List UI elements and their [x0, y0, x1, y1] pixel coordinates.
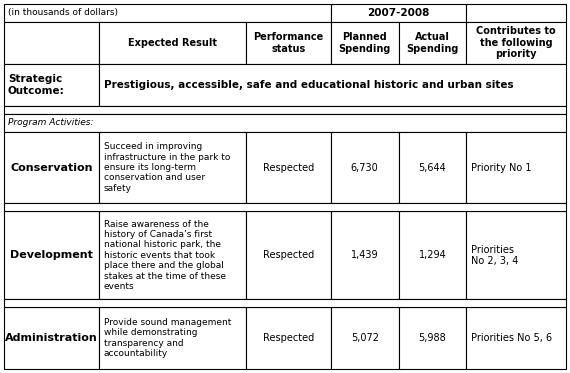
Bar	[331, 211, 398, 299]
Text: Planned
Spending: Planned Spending	[339, 32, 391, 54]
Text: (in thousands of dollars): (in thousands of dollars)	[8, 9, 118, 18]
Bar	[4, 106, 566, 114]
Bar	[4, 299, 566, 307]
Bar	[4, 132, 99, 203]
Text: Conservation: Conservation	[10, 163, 92, 173]
Bar	[4, 4, 331, 22]
Bar	[99, 307, 246, 369]
Text: Expected Result: Expected Result	[128, 38, 217, 48]
Text: 1,439: 1,439	[351, 250, 378, 260]
Bar	[99, 132, 246, 203]
Text: Respected: Respected	[263, 333, 314, 343]
Text: Actual
Spending: Actual Spending	[406, 32, 459, 54]
Bar	[246, 307, 331, 369]
Bar	[398, 211, 466, 299]
Text: 1,294: 1,294	[418, 250, 446, 260]
Bar	[99, 22, 246, 64]
Text: Strategic
Outcome:: Strategic Outcome:	[8, 74, 65, 95]
Text: 2007-2008: 2007-2008	[368, 8, 430, 18]
Text: Administration: Administration	[5, 333, 97, 343]
Bar	[398, 132, 466, 203]
Bar	[246, 132, 331, 203]
Bar	[466, 211, 566, 299]
Text: Performance
status: Performance status	[253, 32, 324, 54]
Text: Succeed in improving
infrastructure in the park to
ensure its long-term
conserva: Succeed in improving infrastructure in t…	[104, 142, 230, 193]
Text: Priority No 1: Priority No 1	[471, 163, 532, 173]
Text: 5,072: 5,072	[351, 333, 378, 343]
Bar	[4, 114, 566, 132]
Text: 5,644: 5,644	[418, 163, 446, 173]
Bar	[246, 211, 331, 299]
Text: Contributes to
the following
priority: Contributes to the following priority	[477, 26, 556, 59]
Text: 6,730: 6,730	[351, 163, 378, 173]
Text: Raise awareness of the
history of Canada’s first
national historic park, the
his: Raise awareness of the history of Canada…	[104, 220, 226, 291]
Bar	[331, 307, 398, 369]
Bar	[398, 307, 466, 369]
Bar	[466, 22, 566, 64]
Text: Priorities No 5, 6: Priorities No 5, 6	[471, 333, 552, 343]
Bar	[466, 132, 566, 203]
Text: Respected: Respected	[263, 163, 314, 173]
Bar	[4, 203, 566, 211]
Bar	[4, 22, 99, 64]
Bar	[246, 22, 331, 64]
Bar	[331, 4, 466, 22]
Bar	[4, 307, 99, 369]
Bar	[99, 211, 246, 299]
Bar	[4, 211, 99, 299]
Bar	[4, 64, 99, 106]
Bar	[331, 132, 398, 203]
Bar	[99, 64, 566, 106]
Bar	[466, 307, 566, 369]
Text: Development: Development	[10, 250, 93, 260]
Text: Priorities
No 2, 3, 4: Priorities No 2, 3, 4	[471, 245, 519, 266]
Text: Prestigious, accessible, safe and educational historic and urban sites: Prestigious, accessible, safe and educat…	[104, 80, 514, 90]
Bar	[331, 22, 398, 64]
Bar	[466, 4, 566, 22]
Text: Provide sound management
while demonstrating
transparency and
accountability: Provide sound management while demonstra…	[104, 318, 231, 358]
Text: Program Activities:: Program Activities:	[8, 118, 93, 127]
Text: Respected: Respected	[263, 250, 314, 260]
Text: 5,988: 5,988	[418, 333, 446, 343]
Bar	[398, 22, 466, 64]
